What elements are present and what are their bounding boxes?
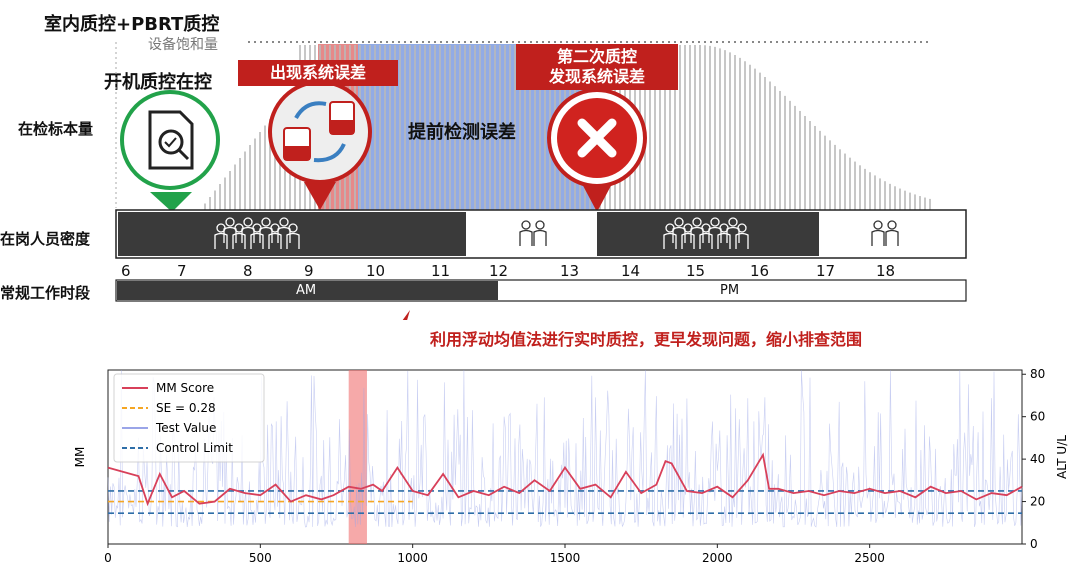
- person-icon: [885, 220, 899, 246]
- moving-median-chart: 0 500 1000 1500 2000 2500 0 20 40 60 80 MM ALT U/L MM…: [73, 367, 1069, 565]
- person-icon: [871, 220, 885, 246]
- legend-entry: Test Value: [155, 421, 216, 435]
- person-icon: [672, 217, 686, 243]
- staff-density-row: [115, 209, 967, 259]
- hour-tick-label: 15: [686, 262, 706, 280]
- second-qc-tag: 第二次质控 发现系统误差: [516, 44, 678, 90]
- y-tick-label: 40: [1030, 452, 1045, 466]
- second-qc-line1: 第二次质控: [556, 47, 637, 66]
- hour-tick-label: 8: [243, 262, 253, 280]
- hour-tick-label: 13: [560, 262, 580, 280]
- person-icon: [519, 220, 533, 246]
- x-tick-label: 2500: [854, 551, 885, 565]
- person-icon: [735, 223, 749, 249]
- person-icon: [708, 217, 722, 243]
- hour-tick-label: 6: [121, 262, 131, 280]
- person-icon: [533, 220, 547, 246]
- hour-tick-label: 18: [876, 262, 896, 280]
- early-detect-label: 提前检测误差: [408, 122, 516, 143]
- legend-entry: SE = 0.28: [156, 401, 216, 415]
- legend-entry: Control Limit: [156, 441, 233, 455]
- hour-tick-label: 10: [366, 262, 386, 280]
- y-tick-label: 60: [1030, 410, 1045, 424]
- page-title: 室内质控+PBRT质控: [44, 14, 220, 35]
- x-tick-label: 1000: [397, 551, 428, 565]
- second-qc-line2: 发现系统误差: [548, 67, 645, 86]
- hour-tick-label: 16: [750, 262, 770, 280]
- hour-tick-label: 12: [489, 262, 509, 280]
- document-check-icon: [148, 110, 194, 170]
- person-icon: [259, 217, 273, 243]
- y2-axis-label: ALT U/L: [1055, 435, 1069, 479]
- y-axis-label: MM: [73, 447, 87, 468]
- hour-tick-label: 11: [431, 262, 451, 280]
- x-tick-label: 1500: [550, 551, 581, 565]
- capacity-label: 设备饱和量: [148, 37, 218, 53]
- person-icon: [223, 217, 237, 243]
- pm-label: PM: [720, 283, 740, 298]
- chart-legend: MM Score SE = 0.28 Test Value Control Limit: [113, 373, 265, 463]
- lightning-icon: [402, 310, 410, 320]
- y-tick-label: 20: [1030, 495, 1045, 509]
- error-appear-pin: [268, 80, 372, 210]
- person-icon: [726, 217, 740, 243]
- opening-qc-label: 开机质控在控: [104, 72, 212, 93]
- hour-tick-label: 17: [816, 262, 836, 280]
- am-block: [117, 281, 498, 300]
- x-tick-label: 2000: [702, 551, 733, 565]
- y-tick-label: 80: [1030, 367, 1045, 381]
- error-appear-tag: 出现系统误差: [238, 60, 398, 86]
- person-icon: [690, 217, 704, 243]
- person-icon: [286, 223, 300, 249]
- work-hours-bar: [115, 279, 967, 302]
- people-group-icon: [214, 217, 899, 249]
- hour-tick-label: 7: [177, 262, 187, 280]
- row-label-volume: 在检标本量: [18, 120, 94, 138]
- row-label-staff: 在岗人员密度: [0, 230, 91, 248]
- x-tick-label: 500: [249, 551, 272, 565]
- opening-qc-pin: [120, 90, 220, 212]
- mm-score-series: [107, 452, 1023, 507]
- y-tick-label: 0: [1030, 537, 1038, 551]
- workflow-diagram: [115, 41, 967, 320]
- callout-text: 利用浮动均值法进行实时质控，更早发现问题，缩小排查范围: [430, 330, 863, 349]
- legend-entry: MM Score: [156, 381, 214, 395]
- red-x-icon: [577, 118, 617, 158]
- person-icon: [241, 217, 255, 243]
- second-qc-pin: [547, 88, 647, 212]
- person-icon: [277, 217, 291, 243]
- reagent-cycle-icon: [283, 101, 355, 163]
- hour-tick-label: 14: [621, 262, 641, 280]
- row-label-hours: 常规工作时段: [0, 284, 91, 302]
- am-label: AM: [296, 283, 317, 298]
- x-tick-label: 0: [104, 551, 112, 565]
- hour-tick-label: 9: [304, 262, 314, 280]
